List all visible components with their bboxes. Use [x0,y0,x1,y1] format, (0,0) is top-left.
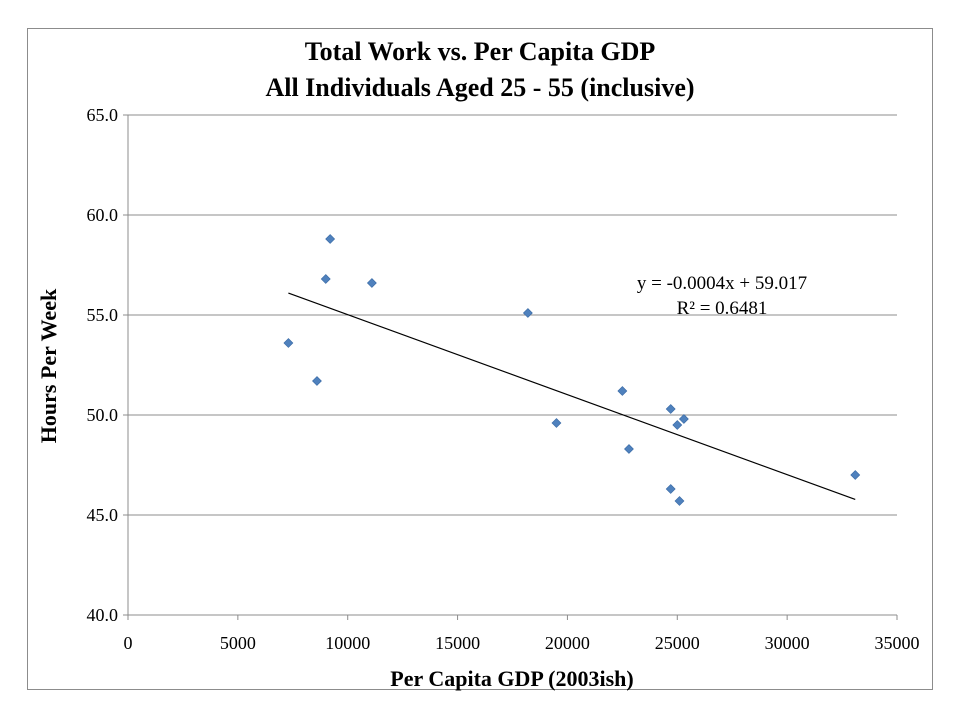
x-tick-label: 5000 [220,633,256,653]
trendline [288,292,856,501]
data-point [320,274,331,284]
x-tick-label: 20000 [545,633,590,653]
y-tick-label: 60.0 [87,205,119,225]
data-point [617,386,628,396]
data-point [312,376,322,386]
y-tick-label: 55.0 [87,305,119,325]
x-tick-labels: 0 5000 10000 15000 20000 25000 30000 35000 [124,633,920,653]
data-point [665,404,676,414]
x-tick-label: 10000 [325,633,370,653]
data-points [283,234,861,506]
chart-area [27,28,933,690]
data-point [678,414,689,424]
data-point [674,496,685,506]
y-tick-label: 65.0 [87,105,119,125]
axes [123,114,898,620]
x-tick-label: 35000 [875,633,920,653]
y-axis-title: Hours Per Week [36,288,61,443]
data-point [850,470,861,480]
x-tick-label: 15000 [435,633,480,653]
x-tick-label: 30000 [765,633,810,653]
x-tick-label: 25000 [655,633,700,653]
x-axis-title: Per Capita GDP (2003ish) [390,666,633,691]
data-point [325,234,336,244]
data-point [366,278,377,288]
y-tick-label: 40.0 [87,605,119,625]
data-point [551,418,562,428]
data-point [672,420,683,430]
trendline-group [288,292,856,501]
trendline-equation: y = -0.0004x + 59.017 [637,273,807,294]
y-tick-label: 50.0 [87,405,119,425]
y-tick-label: 45.0 [87,505,119,525]
data-point [522,308,533,318]
data-point [624,444,634,454]
chart-title-line-1: Total Work vs. Per Capita GDP [305,37,656,66]
trendline-r-squared: R² = 0.6481 [677,298,768,319]
y-tick-labels: 40.0 45.0 50.0 55.0 60.0 65.0 [87,105,119,625]
chart-title-line-2: All Individuals Aged 25 - 55 (inclusive) [265,73,694,102]
gridlines [128,114,897,516]
x-tick-label: 0 [124,633,133,653]
data-point [665,484,676,494]
data-point [283,338,294,348]
